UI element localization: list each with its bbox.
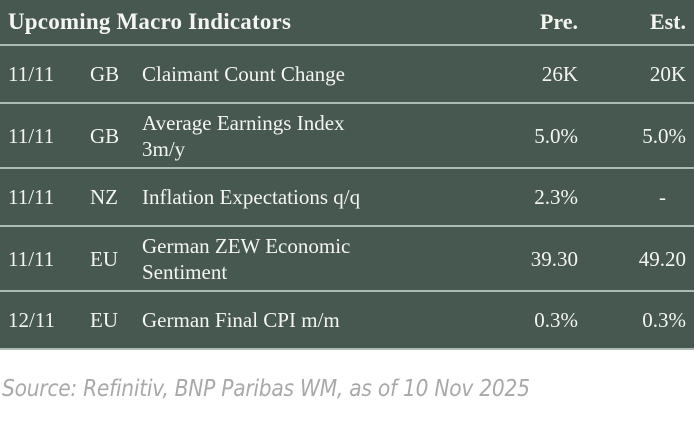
table-row: 11/11 NZ Inflation Expectations q/q 2.3%… bbox=[0, 169, 694, 227]
cell-country: EU bbox=[90, 308, 118, 332]
cell-est-value: 49.20 bbox=[638, 246, 686, 271]
cell-date: 11/11 bbox=[8, 62, 55, 86]
table-header-row: Upcoming Macro Indicators Pre. Est. bbox=[0, 0, 694, 46]
cell-est-value: 5.0% bbox=[642, 123, 686, 148]
table-row: 12/11 EU German Final CPI m/m 0.3% 0.3% bbox=[0, 292, 694, 350]
cell-date: 11/11 bbox=[8, 246, 55, 271]
cell-country: GB bbox=[90, 62, 120, 86]
cell-indicator: Average Earnings Index 3m/y bbox=[142, 110, 345, 161]
cell-country: EU bbox=[90, 246, 118, 271]
cell-pre-value: 39.30 bbox=[530, 246, 578, 271]
column-header-pre: Pre. bbox=[539, 9, 578, 34]
cell-date: 11/11 bbox=[8, 123, 55, 148]
cell-est-value: - bbox=[659, 185, 666, 209]
table-title: Upcoming Macro Indicators bbox=[8, 9, 292, 34]
source-note-text: Source: Refinitiv, BNP Paribas WM, as of… bbox=[2, 376, 530, 402]
table-row: 11/11 EU German ZEW Economic Sentiment 3… bbox=[0, 227, 694, 292]
cell-date: 12/11 bbox=[8, 308, 56, 332]
cell-est-value: 0.3% bbox=[642, 308, 686, 332]
column-header-est: Est. bbox=[649, 9, 686, 34]
source-note: Source: Refinitiv, BNP Paribas WM, as of… bbox=[0, 376, 694, 402]
cell-indicator: German Final CPI m/m bbox=[142, 308, 340, 332]
table-row: 11/11 GB Claimant Count Change 26K 20K bbox=[0, 46, 694, 104]
cell-est-value: 20K bbox=[649, 62, 686, 86]
cell-indicator: Claimant Count Change bbox=[142, 62, 345, 86]
cell-pre-value: 26K bbox=[541, 62, 578, 86]
cell-indicator: German ZEW Economic Sentiment bbox=[142, 233, 351, 284]
cell-date: 11/11 bbox=[8, 185, 55, 209]
cell-indicator: Inflation Expectations q/q bbox=[142, 185, 361, 209]
table-row: 11/11 GB Average Earnings Index 3m/y 5.0… bbox=[0, 104, 694, 169]
cell-country: GB bbox=[90, 123, 120, 148]
cell-pre-value: 2.3% bbox=[534, 185, 578, 209]
cell-pre-value: 0.3% bbox=[534, 308, 578, 332]
macro-indicators-table: Upcoming Macro Indicators Pre. Est. 11/1… bbox=[0, 0, 694, 350]
cell-pre-value: 5.0% bbox=[534, 123, 578, 148]
cell-country: NZ bbox=[90, 185, 118, 209]
